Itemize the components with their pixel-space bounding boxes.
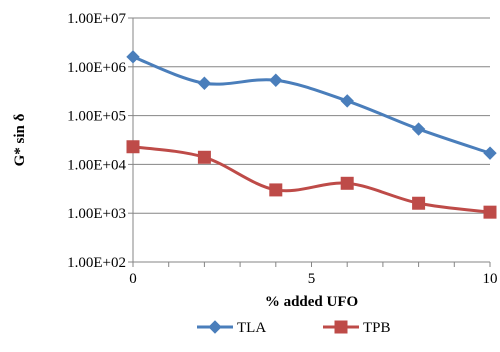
gridlines xyxy=(133,17,490,214)
x-tick-label: 5 xyxy=(308,271,316,287)
legend-label: TLA xyxy=(237,320,266,336)
series-tpb xyxy=(126,140,497,219)
data-point-tla xyxy=(269,73,283,87)
data-point-tla xyxy=(197,76,212,90)
data-point-tpb xyxy=(483,205,497,219)
data-point-tpb xyxy=(197,150,211,164)
data-point-tla xyxy=(340,94,354,108)
y-tick-label: 1.00E+05 xyxy=(67,109,126,125)
y-tick-label: 1.00E+06 xyxy=(67,60,126,76)
y-tick-label: 1.00E+02 xyxy=(67,255,126,271)
x-tick-label: 0 xyxy=(129,271,137,287)
axes xyxy=(128,17,491,267)
series-layer xyxy=(126,50,497,219)
data-point-tla xyxy=(411,122,426,136)
legend-marker xyxy=(334,320,348,334)
data-point-tpb xyxy=(412,196,426,210)
data-point-tpb xyxy=(126,140,140,154)
data-point-tla xyxy=(483,146,497,160)
y-tick-label: 1.00E+04 xyxy=(67,157,126,173)
legend-item-tla: TLA xyxy=(197,320,266,336)
series-line-tpb xyxy=(132,145,491,214)
x-axis-title: % added UFO xyxy=(265,294,358,310)
x-tick-label: 10 xyxy=(483,271,498,287)
y-axis-title: G* sin δ xyxy=(12,113,28,166)
data-point-tpb xyxy=(340,176,354,190)
legend-marker xyxy=(208,320,222,334)
data-point-tla xyxy=(126,50,140,64)
y-tick-label: 1.00E+07 xyxy=(67,11,126,27)
x-tick-labels: 0 5 10 xyxy=(129,271,497,287)
series-tla xyxy=(126,50,497,160)
legend-label: TPB xyxy=(363,320,391,336)
legend: TLA TPB xyxy=(197,320,391,336)
series-line-tla xyxy=(132,55,491,155)
data-point-tpb xyxy=(269,183,283,197)
y-tick-label: 1.00E+03 xyxy=(67,206,126,222)
legend-item-tpb: TPB xyxy=(323,320,391,336)
y-tick-labels: 1.00E+02 1.00E+03 1.00E+04 1.00E+05 1.00E+06… xyxy=(67,11,126,271)
